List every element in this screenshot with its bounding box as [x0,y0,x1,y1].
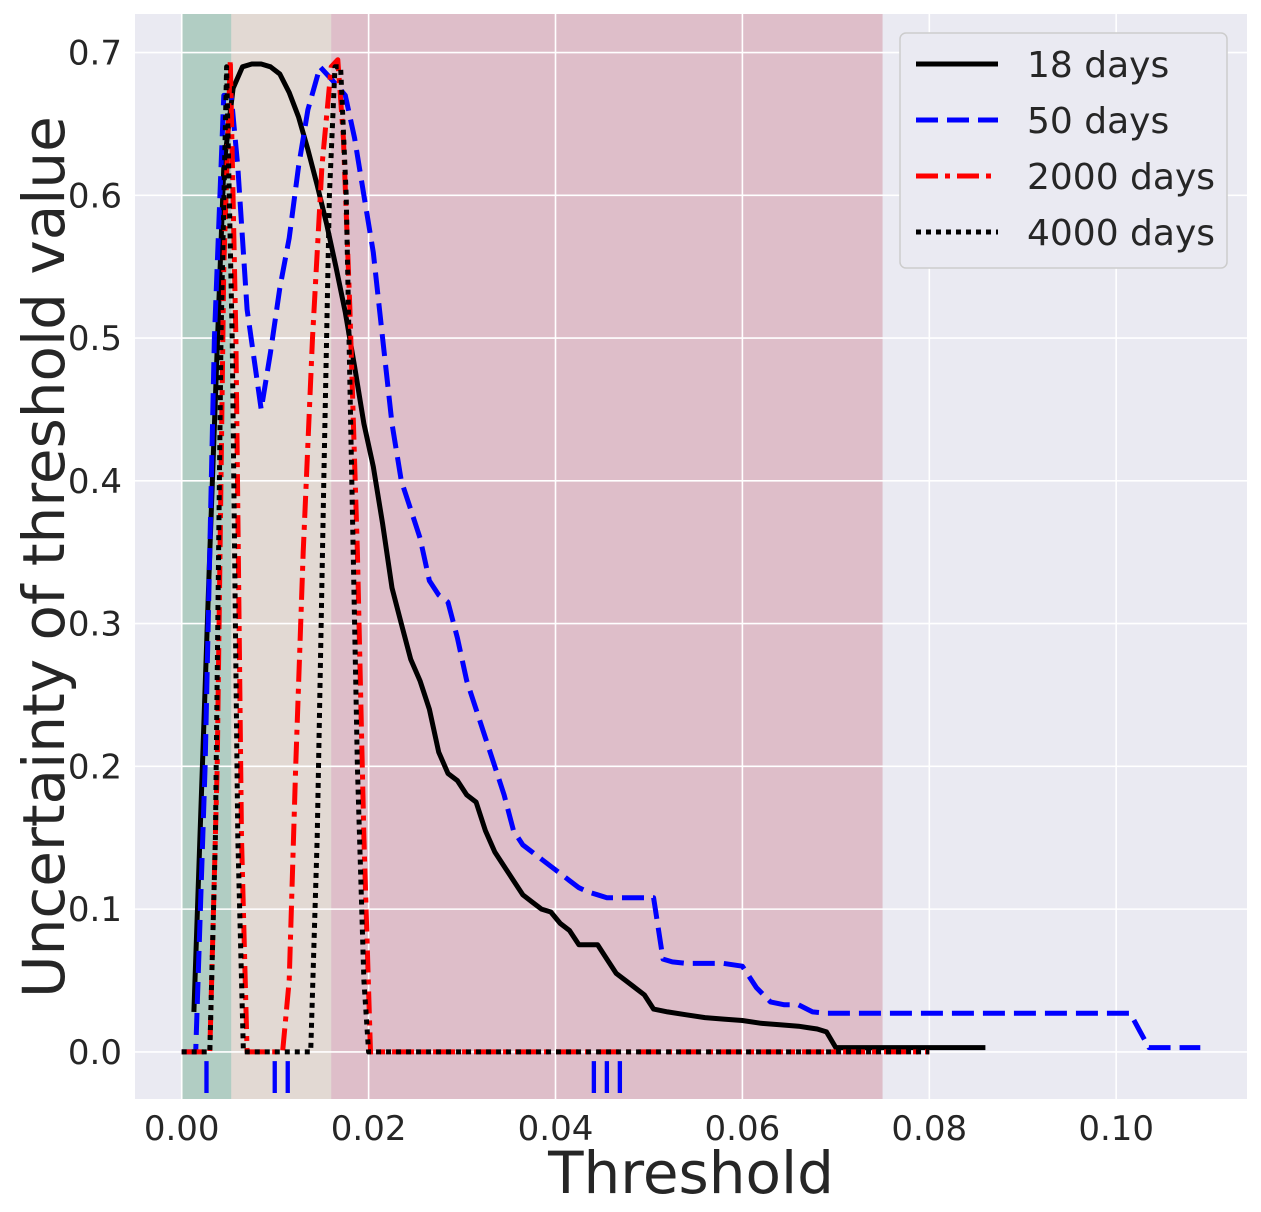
x-tick-label: 0.02 [331,1109,407,1149]
y-tick-label: 0.3 [68,605,122,645]
y-tick-label: 0.1 [68,890,122,930]
series-line-2 [181,64,1201,1055]
x-tick-label: 0.00 [144,1109,220,1149]
legend-box [899,32,1228,269]
x-tick-label: 0.10 [1078,1109,1154,1149]
y-axis-title: Uncertainty of threshold value [10,116,78,998]
region-label-2: II [268,1053,294,1104]
y-tick-label: 0.4 [68,462,122,502]
region-3 [331,14,883,1099]
legend-entry-label: 50 days [1027,101,1169,142]
y-tick-label: 0.5 [68,319,122,359]
region-label-1: I [200,1053,213,1104]
region-label-3: III [587,1053,626,1104]
series-line-4 [181,64,930,1055]
y-tick-label: 0.7 [68,34,122,74]
legend-entry-label: 18 days [1027,45,1169,86]
x-tick-label: 0.04 [518,1109,594,1149]
x-tick-label: 0.06 [705,1109,781,1149]
region-labels-layer: I II III [200,1053,626,1104]
series-layer [181,57,1201,1055]
x-tick-label: 0.08 [891,1109,967,1149]
y-tick-label: 0.2 [68,747,122,787]
x-axis-title: Threshold [547,1139,834,1207]
legend: 18 days 50 days 2000 days 4000 days [899,32,1228,269]
legend-entry-label: 2000 days [1027,157,1215,198]
tick-labels-layer: 0.00 0.02 0.04 0.06 0.08 0.10 0.0 0.1 0.2 0.3 0.4 0… [68,34,1154,1149]
legend-entry-label: 4000 days [1027,213,1215,254]
y-tick-label: 0.6 [68,176,122,216]
series-line-1 [191,61,986,1051]
regions-layer [181,14,883,1099]
y-tick-label: 0.0 [68,1033,122,1073]
